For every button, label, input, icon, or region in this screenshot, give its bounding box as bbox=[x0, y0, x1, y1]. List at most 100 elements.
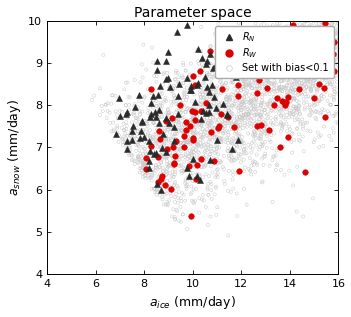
Point bbox=[296, 138, 302, 143]
Point bbox=[247, 121, 253, 126]
Point bbox=[114, 124, 120, 129]
Point bbox=[253, 143, 259, 148]
Point bbox=[342, 71, 348, 76]
Point bbox=[199, 56, 205, 61]
Point bbox=[140, 109, 145, 114]
Point bbox=[172, 146, 177, 151]
Point bbox=[213, 149, 219, 154]
Point bbox=[238, 67, 244, 72]
Point bbox=[162, 182, 167, 187]
Point bbox=[259, 95, 265, 100]
Point bbox=[254, 86, 259, 91]
Point bbox=[232, 157, 238, 162]
Point bbox=[227, 147, 233, 152]
Point bbox=[164, 166, 170, 171]
Point bbox=[291, 53, 297, 58]
Point bbox=[245, 113, 251, 118]
Point bbox=[207, 51, 213, 56]
Point bbox=[277, 34, 283, 39]
Point bbox=[293, 90, 298, 95]
Point bbox=[146, 158, 152, 164]
Point bbox=[345, 85, 351, 90]
Point bbox=[298, 49, 303, 55]
Point bbox=[176, 127, 181, 133]
Point bbox=[242, 123, 247, 128]
Point bbox=[171, 161, 177, 166]
Point bbox=[294, 209, 299, 214]
Point bbox=[144, 170, 150, 175]
Point bbox=[219, 100, 225, 106]
Point bbox=[245, 38, 250, 43]
Point bbox=[230, 172, 236, 177]
Point bbox=[282, 34, 287, 39]
Point bbox=[192, 198, 198, 204]
Point bbox=[197, 125, 203, 130]
Point bbox=[324, 18, 329, 23]
Point bbox=[325, 47, 330, 52]
Point bbox=[344, 112, 350, 117]
Point bbox=[189, 117, 194, 122]
Point bbox=[163, 149, 169, 154]
Point bbox=[164, 183, 170, 188]
Point bbox=[273, 63, 279, 68]
Point bbox=[225, 108, 231, 113]
Point bbox=[229, 140, 234, 146]
Point bbox=[192, 127, 197, 133]
Point bbox=[347, 53, 351, 58]
Point bbox=[276, 61, 281, 66]
Point bbox=[194, 174, 199, 179]
Point bbox=[284, 68, 290, 73]
Point bbox=[336, 56, 342, 61]
Point bbox=[153, 163, 159, 168]
Point bbox=[152, 171, 158, 176]
Point bbox=[344, 87, 350, 93]
Point bbox=[337, 28, 342, 33]
Point bbox=[116, 95, 121, 100]
Point bbox=[184, 168, 190, 173]
Point bbox=[187, 148, 192, 153]
Point bbox=[148, 151, 154, 156]
Point bbox=[241, 169, 247, 174]
Point bbox=[211, 115, 216, 120]
Point bbox=[183, 98, 189, 103]
Point bbox=[216, 129, 221, 134]
Point bbox=[195, 46, 200, 51]
Point bbox=[286, 115, 292, 120]
Point bbox=[346, 50, 351, 55]
Point bbox=[308, 88, 314, 93]
Point bbox=[207, 89, 213, 94]
Point bbox=[246, 82, 252, 87]
Point bbox=[172, 216, 178, 221]
Point bbox=[161, 99, 167, 104]
Point bbox=[185, 156, 190, 161]
Point bbox=[155, 115, 161, 120]
Point bbox=[249, 78, 255, 83]
Point bbox=[251, 59, 257, 64]
Point bbox=[248, 98, 254, 103]
Point bbox=[288, 47, 294, 52]
Point bbox=[185, 166, 190, 171]
Point bbox=[313, 115, 318, 120]
Point bbox=[259, 68, 265, 73]
Point bbox=[141, 146, 146, 151]
Point bbox=[189, 99, 195, 104]
Point bbox=[301, 64, 306, 69]
Point bbox=[126, 149, 132, 154]
Point bbox=[320, 20, 326, 25]
Point bbox=[270, 199, 275, 204]
Point bbox=[186, 139, 192, 144]
Point bbox=[292, 76, 298, 81]
Point bbox=[190, 135, 196, 140]
Point bbox=[289, 25, 294, 30]
Point bbox=[268, 115, 273, 120]
Point bbox=[284, 112, 290, 117]
Point bbox=[217, 125, 222, 130]
Point bbox=[178, 110, 184, 115]
Point bbox=[197, 137, 203, 142]
Point bbox=[276, 111, 282, 116]
Point bbox=[257, 145, 263, 150]
Point bbox=[312, 77, 318, 82]
Point bbox=[306, 49, 312, 54]
Point bbox=[183, 110, 188, 115]
Point bbox=[314, 101, 320, 106]
